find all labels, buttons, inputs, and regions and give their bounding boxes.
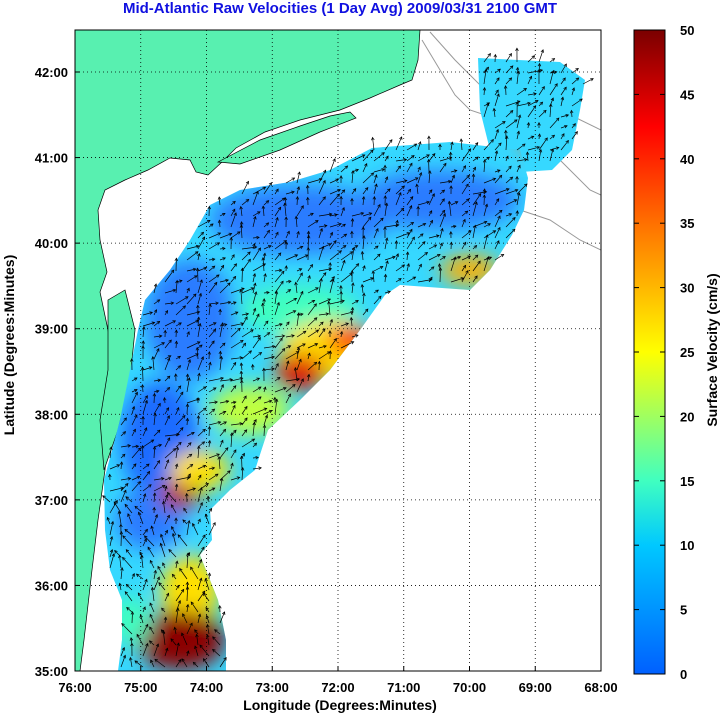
colorbar: [633, 29, 666, 675]
colorbar-tick-label: 15: [680, 474, 694, 489]
velocity-coverage: [102, 47, 594, 671]
long-island: [216, 111, 357, 165]
longitude-tick-label: 74:00: [190, 680, 223, 695]
colorbar-tick-label: 45: [680, 87, 694, 102]
map-grid: [75, 30, 601, 671]
colorbar-tick-label: 5: [680, 603, 687, 618]
latitude-tick-label: 41:00: [35, 151, 68, 166]
colorbar-tick-label: 35: [680, 216, 694, 231]
longitude-tick-label: 68:00: [584, 680, 617, 695]
map-title: Mid-Atlantic Raw Velocities (1 Day Avg) …: [122, 0, 558, 17]
y-axis-label: Latitude (Degrees:Minutes): [1, 255, 17, 435]
longitude-tick-label: 72:00: [321, 680, 354, 695]
latitude-tick-label: 36:00: [35, 578, 68, 593]
longitude-tick-label: 71:00: [387, 680, 420, 695]
colorbar-tick-label: 50: [680, 23, 694, 38]
colorbar-tick-label: 30: [680, 281, 694, 296]
colorbar-ticks: 0 5 10 15 20 25 30 35 40 45 50: [634, 23, 694, 682]
longitude-tick-label: 76:00: [58, 680, 91, 695]
longitude-tick-label: 75:00: [124, 680, 157, 695]
latitude-tick-label: 37:00: [35, 493, 68, 508]
latitude-tick-label: 42:00: [35, 65, 68, 80]
velocity-arrows: [102, 47, 594, 668]
colorbar-tick-label: 25: [680, 345, 694, 360]
land-mass: [75, 30, 421, 671]
x-axis-label: Longitude (Degrees:Minutes): [243, 697, 437, 713]
latitude-tick-label: 40:00: [35, 236, 68, 251]
latitude-tick-label: 39:00: [35, 322, 68, 337]
latitude-tick-label: 35:00: [35, 664, 68, 679]
longitude-ticks: 76:00 75:00 74:00 73:00 72:00 71:00 70:00 69:00…: [58, 666, 618, 695]
colorbar-label: Surface Velocity (cm/s): [704, 273, 720, 426]
latitude-tick-label: 38:00: [35, 407, 68, 422]
latitude-ticks: 35:00 36:00 37:00 38:00 39:00 40:00 41:00 42:00: [35, 65, 80, 679]
colorbar-tick-label: 0: [680, 667, 687, 682]
longitude-tick-label: 73:00: [256, 680, 289, 695]
longitude-tick-label: 69:00: [519, 680, 552, 695]
colorbar-tick-label: 10: [680, 538, 694, 553]
longitude-tick-label: 70:00: [453, 680, 486, 695]
colorbar-tick-label: 40: [680, 152, 694, 167]
colorbar-tick-label: 20: [680, 409, 694, 424]
